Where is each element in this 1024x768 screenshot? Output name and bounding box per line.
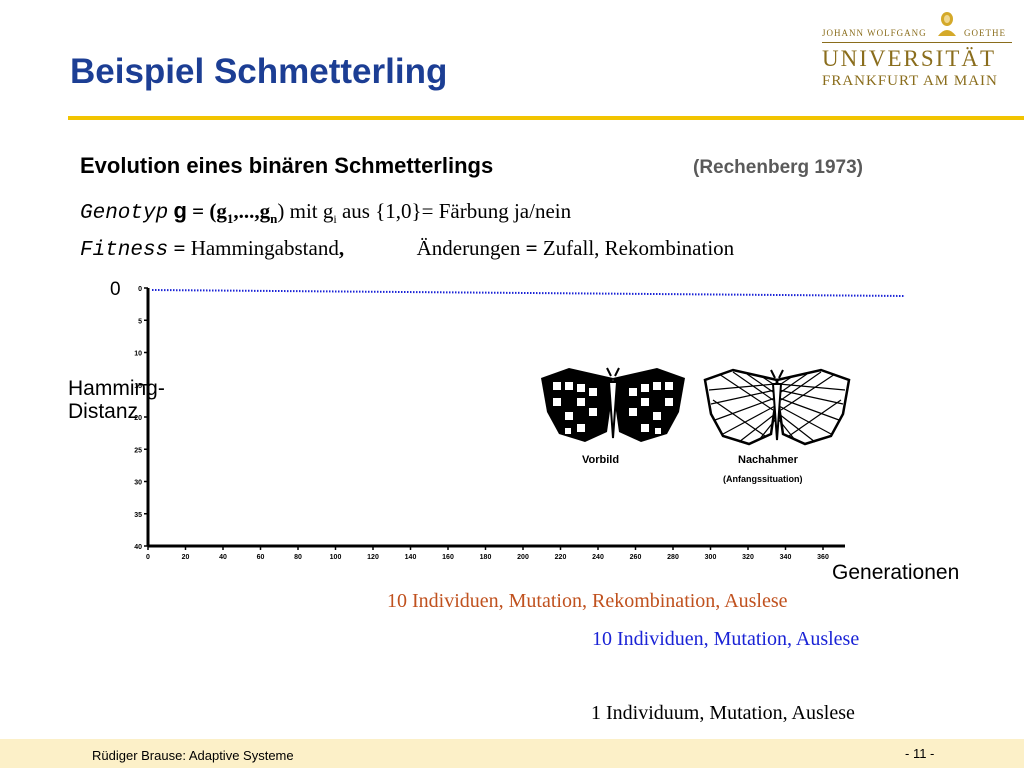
y-tick-label: 35 [134, 512, 142, 519]
y-tick-label: 40 [134, 544, 142, 551]
x-axis-label: Generationen [832, 561, 960, 584]
logo-line3: FRANKFURT AM MAIN [822, 73, 998, 89]
genotype-sub1: 1 [226, 211, 234, 227]
footer-bar [0, 739, 1024, 768]
x-tick-label: 280 [667, 554, 679, 561]
goethe-portrait-icon [938, 12, 956, 36]
y-axis-label-top: Hamming- [68, 377, 165, 400]
hamming-distance-chart: 0 5 10 15 20 25 30 35 40 0 20 40 60 80 100 120 140 160 18… [134, 286, 906, 561]
model-butterfly-image [541, 367, 685, 442]
target-zero-label: 0 [110, 279, 121, 300]
fitness-text: Hammingabstand [185, 236, 339, 260]
title-underline [68, 116, 1024, 120]
y-ticks: 0 5 10 15 20 25 30 35 40 [134, 286, 148, 551]
x-tick-label: 160 [442, 554, 454, 561]
genotype-line: Genotyp g = (g1,...,gn) mit gi aus {1,0}… [80, 198, 571, 227]
x-ticks: 0 20 40 60 80 100 120 140 160 180 200 220 240 260 280 3… [146, 546, 829, 561]
x-tick-label: 40 [219, 554, 227, 561]
fitness-comma: , [338, 236, 345, 260]
y-tick-label: 0 [138, 286, 142, 293]
logo-line1: JOHANN WOLFGANG [822, 28, 927, 38]
x-tick-label: 80 [294, 554, 302, 561]
y-tick-label: 30 [134, 480, 142, 487]
genotype-subn: n [270, 211, 278, 227]
page-title: Beispiel Schmetterling [70, 52, 448, 91]
x-tick-label: 300 [705, 554, 717, 561]
x-tick-label: 0 [146, 554, 150, 561]
y-tick-label: 20 [134, 415, 142, 422]
fitness-label: Fitness [80, 239, 169, 262]
legend-item-2: 10 Individuen, Mutation, Auslese [592, 628, 860, 650]
genotype-g1: g [216, 199, 227, 223]
y-axis-label: Hamming- Distanz [68, 377, 165, 423]
genotype-subi: i [333, 212, 337, 227]
changes-eq: = [525, 236, 538, 260]
changes-label: Änderungen [416, 236, 521, 260]
fitness-eq: = [173, 236, 186, 260]
x-tick-label: 320 [742, 554, 754, 561]
legend-item-3: 1 Individuum, Mutation, Auslese [591, 702, 855, 724]
y-axis-label-bottom: Distanz [68, 400, 139, 423]
x-tick-label: 340 [780, 554, 792, 561]
legend-item-1: 10 Individuen, Mutation, Rekombination, … [387, 590, 788, 612]
x-tick-label: 100 [330, 554, 342, 561]
mimic-label: Nachahmer [738, 454, 799, 466]
changes-text: Zufall, Rekombination [537, 236, 735, 260]
genotype-gn: g [259, 199, 271, 223]
mimic-note: (Anfangssituation) [723, 474, 803, 484]
x-tick-label: 180 [480, 554, 492, 561]
footer-author: Rüdiger Brause: Adaptive Systeme [92, 748, 294, 763]
x-tick-label: 220 [555, 554, 567, 561]
logo-line2: UNIVERSITÄT [822, 46, 997, 71]
genotype-var: g [173, 198, 187, 223]
genotype-label: Genotyp [80, 202, 169, 225]
x-tick-label: 20 [182, 554, 190, 561]
genotype-mit: mit g [284, 199, 334, 223]
logo-divider [822, 42, 1012, 43]
logo-line1b: GOETHE [964, 28, 1006, 38]
x-tick-label: 200 [517, 554, 529, 561]
genotype-eq: = ( [192, 199, 217, 223]
chart-axes [146, 288, 845, 548]
model-label: Vorbild [582, 454, 619, 466]
y-tick-label: 15 [134, 383, 142, 390]
genotype-close: ) [277, 199, 285, 223]
mimic-butterfly-image [703, 368, 851, 446]
y-tick-label: 5 [138, 318, 142, 325]
university-logo: JOHANN WOLFGANG GOETHE UNIVERSITÄT FRANK… [822, 10, 1012, 92]
x-tick-label: 240 [592, 554, 604, 561]
genotype-dots: ,..., [233, 199, 260, 223]
x-tick-label: 360 [817, 554, 829, 561]
genotype-rest: aus {1,0}= Färbung ja/nein [336, 199, 572, 223]
page-number: - 11 - [905, 746, 935, 761]
target-fitness-line [151, 289, 906, 297]
y-tick-label: 25 [134, 447, 142, 454]
source-citation: (Rechenberg 1973) [693, 157, 864, 178]
x-tick-label: 60 [257, 554, 265, 561]
x-tick-label: 140 [405, 554, 417, 561]
x-tick-label: 260 [630, 554, 642, 561]
fitness-line: Fitness = Hammingabstand, Änderungen = Z… [80, 236, 734, 262]
y-tick-label: 10 [134, 351, 142, 358]
x-tick-label: 120 [367, 554, 379, 561]
subtitle: Evolution eines binären Schmetterlings [80, 153, 494, 178]
